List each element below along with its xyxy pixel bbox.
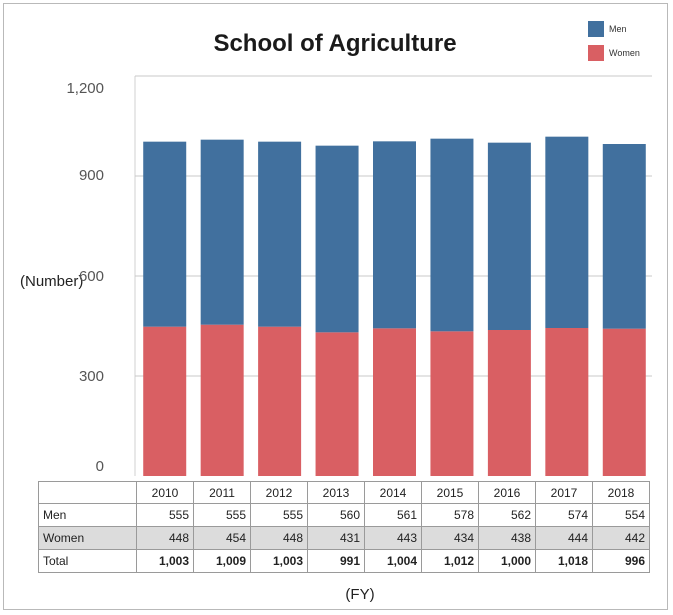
table-cell: 1,003 <box>136 549 194 573</box>
bar-men-2017 <box>545 136 589 328</box>
table-cell: 1,009 <box>193 549 251 573</box>
y-tick-label: 900 <box>78 167 104 184</box>
table-year-cell: 2017 <box>535 481 593 504</box>
data-table: 2010 2011 2012 2013 2014 2015 2016 2017 … <box>38 481 650 573</box>
table-row-women: Women 448 454 448 431 443 434 438 444 44… <box>38 526 650 550</box>
x-axis-label: (FY) <box>345 586 375 603</box>
table-row-total: Total 1,003 1,009 1,003 991 1,004 1,012 … <box>38 549 650 573</box>
y-tick-label: 0 <box>95 458 104 475</box>
bar-men-2010 <box>143 141 187 327</box>
bar-men-2012 <box>258 141 302 327</box>
bar-women-2011 <box>200 324 244 476</box>
table-header-row: 2010 2011 2012 2013 2014 2015 2016 2017 … <box>38 481 650 504</box>
bar-women-2018 <box>602 328 646 476</box>
table-cell: 561 <box>364 503 422 527</box>
table-cell: 1,018 <box>535 549 593 573</box>
chart-title: School of Agriculture <box>213 30 457 57</box>
legend-label-men: Men <box>609 24 627 34</box>
table-cell: 1,003 <box>250 549 308 573</box>
legend-swatch-women <box>588 45 604 61</box>
bar-women-2013 <box>315 332 359 476</box>
table-cell: 1,012 <box>421 549 479 573</box>
table-year-cell: 2014 <box>364 481 422 504</box>
table-cell: 454 <box>193 526 251 550</box>
bar-women-2014 <box>373 328 416 476</box>
table-cell: 1,004 <box>364 549 422 573</box>
table-cell: 555 <box>250 503 308 527</box>
table-cell: 434 <box>421 526 479 550</box>
table-cell: 443 <box>364 526 422 550</box>
table-cell: 991 <box>307 549 365 573</box>
y-tick-label: 600 <box>78 268 104 285</box>
table-cell: 448 <box>136 526 194 550</box>
table-cell: 996 <box>592 549 650 573</box>
table-cell: 444 <box>535 526 593 550</box>
table-row-label: Men <box>38 503 137 527</box>
table-year-cell: 2011 <box>193 481 251 504</box>
table-year-cell: 2015 <box>421 481 479 504</box>
legend-label-women: Women <box>609 48 640 58</box>
y-tick-label: 300 <box>78 368 104 385</box>
table-cell: 574 <box>535 503 593 527</box>
table-year-cell: 2018 <box>592 481 650 504</box>
table-cell: 438 <box>478 526 536 550</box>
table-row-label: Women <box>38 526 137 550</box>
bar-women-2015 <box>430 331 474 476</box>
bar-women-2010 <box>143 326 187 476</box>
legend-item-men: Men <box>588 20 640 38</box>
table-cell: 431 <box>307 526 365 550</box>
table-cell: 442 <box>592 526 650 550</box>
table-year-cell: 2012 <box>250 481 308 504</box>
chart-legend: Men Women <box>588 20 640 68</box>
table-cell: 562 <box>478 503 536 527</box>
table-cell: 578 <box>421 503 479 527</box>
legend-swatch-men <box>588 21 604 37</box>
table-year-cell: 2016 <box>478 481 536 504</box>
bar-men-2018 <box>602 144 646 329</box>
table-row-men: Men 555 555 555 560 561 578 562 574 554 <box>38 503 650 527</box>
legend-item-women: Women <box>588 44 640 62</box>
bar-men-2015 <box>430 138 474 332</box>
bar-women-2016 <box>487 330 531 476</box>
bar-men-2013 <box>315 145 359 333</box>
y-tick-label: 1,200 <box>66 80 104 97</box>
bar-men-2016 <box>487 142 531 330</box>
table-year-cell: 2013 <box>307 481 365 504</box>
table-corner-cell <box>38 481 137 504</box>
y-axis-label: (Number) <box>20 273 84 290</box>
table-cell: 1,000 <box>478 549 536 573</box>
bar-men-2011 <box>200 139 244 325</box>
table-cell: 554 <box>592 503 650 527</box>
bar-men-2014 <box>373 141 416 329</box>
bar-women-2012 <box>258 326 302 476</box>
bar-women-2017 <box>545 328 589 476</box>
table-cell: 448 <box>250 526 308 550</box>
table-row-label: Total <box>38 549 137 573</box>
chart-frame <box>3 3 668 610</box>
table-cell: 555 <box>193 503 251 527</box>
table-year-cell: 2010 <box>136 481 194 504</box>
table-cell: 555 <box>136 503 194 527</box>
table-cell: 560 <box>307 503 365 527</box>
